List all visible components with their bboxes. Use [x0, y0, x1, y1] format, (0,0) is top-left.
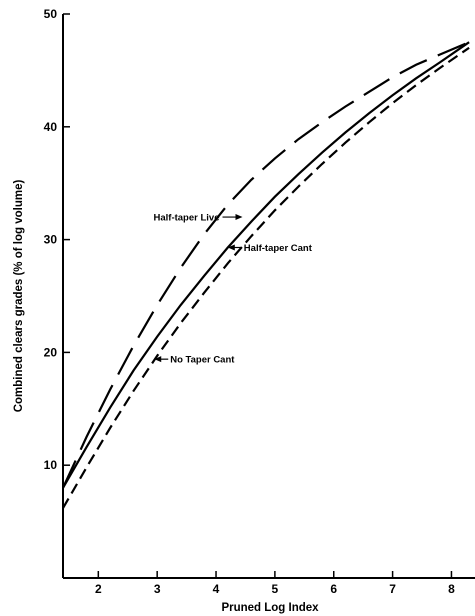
- annotation-label: Half-taper Cant: [244, 243, 313, 254]
- annotation-label: Half-taper Live: [154, 213, 220, 224]
- y-axis-title: Combined clears grades (% of log volume): [13, 180, 25, 413]
- series-annotations: Half-taper Live Half-taper Cant No Taper C…: [154, 213, 313, 366]
- y-tick-label: 40: [44, 120, 58, 134]
- arrow-left-icon: [154, 356, 162, 363]
- y-tick-label: 20: [44, 345, 58, 359]
- x-tick-label: 2: [95, 582, 102, 596]
- x-tick-label: 3: [154, 582, 161, 596]
- x-tick-label: 7: [389, 582, 396, 596]
- annotation-label: No Taper Cant: [170, 355, 235, 366]
- x-axis-title: Pruned Log Index: [221, 602, 319, 614]
- arrow-right-icon: [235, 214, 243, 221]
- y-axis-ticks: 10 20 30 40 50: [44, 7, 70, 472]
- x-tick-label: 4: [213, 582, 220, 596]
- y-tick-label: 30: [44, 233, 58, 247]
- arrow-left-icon: [227, 244, 235, 251]
- series-line-0: [62, 41, 470, 489]
- series-lines: [62, 41, 470, 509]
- x-axis-ticks: 2 3 4 5 6 7 8: [95, 571, 455, 596]
- x-tick-label: 5: [272, 582, 279, 596]
- series-line-2: [62, 46, 470, 509]
- x-tick-label: 6: [330, 582, 337, 596]
- y-tick-label: 10: [44, 458, 58, 472]
- y-tick-label: 50: [44, 7, 58, 21]
- series-line-1: [62, 41, 470, 489]
- x-tick-label: 8: [448, 582, 455, 596]
